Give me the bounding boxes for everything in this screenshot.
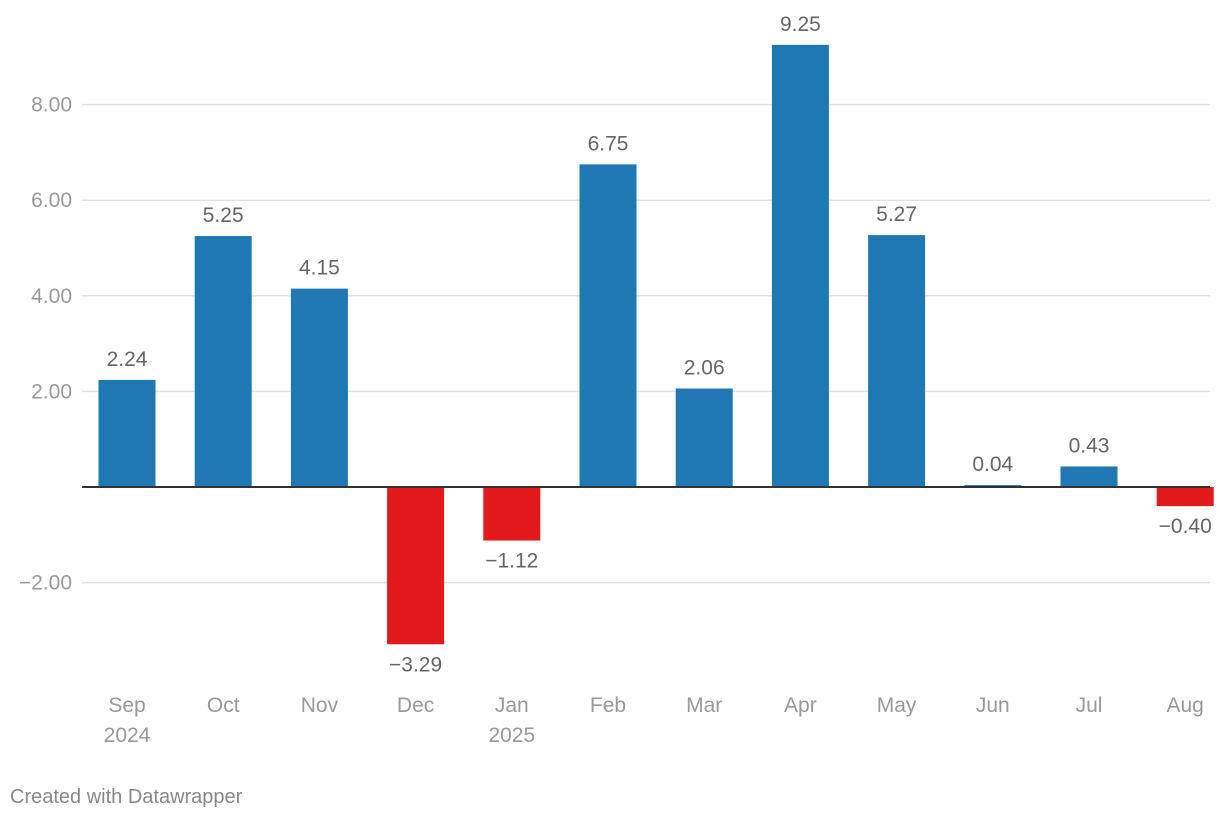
- x-tick-year-label: 2024: [104, 724, 151, 747]
- x-tick-label: Sep: [108, 694, 145, 717]
- x-tick-label: Jul: [1076, 694, 1103, 717]
- data-label: −0.40: [1159, 515, 1212, 538]
- data-label: 6.75: [588, 132, 629, 155]
- x-tick-label: Jun: [976, 694, 1010, 717]
- bar: [675, 388, 733, 487]
- x-tick-label: Jan: [495, 694, 529, 717]
- x-tick-label: Feb: [590, 694, 626, 717]
- data-label: 4.15: [299, 257, 340, 280]
- y-tick-label: 8.00: [31, 94, 72, 117]
- data-label: −3.29: [389, 653, 442, 676]
- x-tick-label: Mar: [686, 694, 722, 717]
- bar: [1060, 466, 1118, 487]
- y-tick-label: 2.00: [31, 380, 72, 403]
- value-labels: 2.24 5.25 4.15 −3.29 −1.12 6.75 2.06 9.25 5.27 0.…: [107, 13, 1212, 676]
- data-label: 2.06: [684, 357, 725, 380]
- gridlines: [82, 103, 1210, 584]
- y-tick-label: −2.00: [19, 572, 72, 595]
- x-axis-ticks: Sep 2024 Oct Nov Dec Jan 2025 Feb Mar Apr May Jun Ju…: [104, 694, 1204, 747]
- y-tick-label: 4.00: [31, 285, 72, 308]
- footer-credit: Created with Datawrapper: [10, 786, 243, 808]
- bar: [387, 487, 445, 645]
- x-tick-label: Aug: [1167, 694, 1204, 717]
- data-label: 5.27: [876, 203, 917, 226]
- bar: [98, 379, 156, 487]
- data-label: 0.43: [1069, 434, 1110, 457]
- x-tick-label: May: [877, 694, 917, 717]
- y-tick-label: 6.00: [31, 189, 72, 212]
- bar: [290, 288, 348, 487]
- bar: [579, 164, 637, 487]
- data-label: 9.25: [780, 13, 821, 36]
- bars: [98, 44, 1214, 645]
- bar: [771, 44, 829, 487]
- bar: [1156, 487, 1214, 507]
- data-label: −1.12: [485, 550, 538, 573]
- bar: [483, 487, 541, 541]
- x-tick-label: Apr: [784, 694, 817, 717]
- x-tick-label: Nov: [301, 694, 339, 717]
- data-label: 2.24: [107, 348, 148, 371]
- x-tick-label: Oct: [207, 694, 240, 717]
- data-label: 0.04: [972, 453, 1013, 476]
- y-axis-ticks: 8.00 6.00 4.00 2.00 −2.00: [19, 94, 72, 595]
- data-label: 5.25: [203, 204, 244, 227]
- x-tick-label: Dec: [397, 694, 434, 717]
- x-tick-year-label: 2025: [488, 724, 535, 747]
- bar: [868, 235, 926, 487]
- bar: [194, 236, 252, 487]
